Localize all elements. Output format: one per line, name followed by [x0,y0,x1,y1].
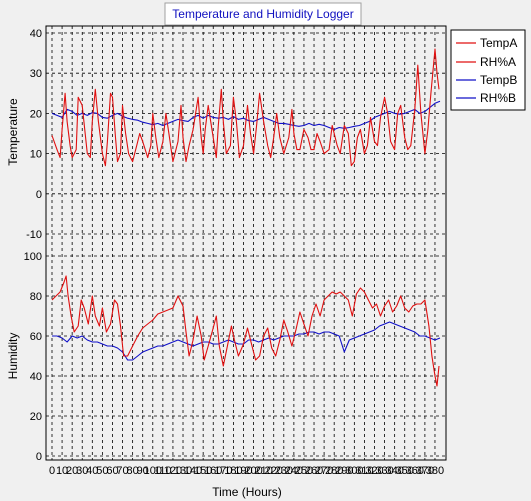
x-tick-label: 130 [174,465,192,477]
temperature-tick-label: 10 [30,149,42,161]
x-tick-label: 260 [305,465,323,477]
x-tick-label: 220 [265,465,283,477]
temperature-axis-label: Temperature [6,98,20,166]
temperature-tick-label: -10 [26,229,42,241]
x-tick-label: 80 [126,465,138,477]
humidity-tick-label: 20 [30,411,42,423]
series-line-rh-a [51,275,440,387]
x-tick-label: 380 [426,465,444,477]
x-tick-label: 0 [49,465,55,477]
series-line-temp-b [51,100,441,131]
grid-lines [46,26,446,460]
x-tick-label: 250 [295,465,313,477]
series-line-temp-a [51,48,440,167]
x-tick-label: 240 [285,465,303,477]
x-tick-label: 10 [56,465,68,477]
humidity-tick-label: 100 [24,251,42,263]
title-box [164,2,362,26]
x-tick-label: 180 [224,465,242,477]
legend-label-temp-b: TempB [480,73,517,87]
x-tick-label: 280 [325,465,343,477]
temperature-tick-label: 0 [36,189,42,201]
x-tick-label: 300 [345,465,363,477]
temperature-axis: -10 0 10 20 30 40 [26,28,42,241]
x-tick-label: 170 [214,465,232,477]
legend-label-rh-b: RH%B [480,91,516,105]
x-tick-label: 350 [396,465,414,477]
temperature-tick-label: 30 [30,68,42,80]
x-tick-label: 40 [86,465,98,477]
x-tick-label: 50 [96,465,108,477]
x-tick-label: 370 [416,465,434,477]
x-tick-label: 330 [375,465,393,477]
humidity-axis-label: Humidity [6,333,20,380]
x-tick-label: 340 [385,465,403,477]
x-tick-label: 140 [184,465,202,477]
legend: TempA RH%A TempB RH%B [450,29,526,111]
x-tick-label: 120 [164,465,182,477]
x-tick-label: 230 [275,465,293,477]
x-tick-label: 290 [335,465,353,477]
legend-label-rh-a: RH%A [480,55,516,69]
x-tick-label: 360 [406,465,424,477]
x-tick-label: 70 [116,465,128,477]
x-tick-label: 210 [254,465,272,477]
x-tick-label: 150 [194,465,212,477]
series-lines [51,48,441,387]
x-tick-label: 100 [144,465,162,477]
x-tick-label: 160 [204,465,222,477]
plot-background [45,25,447,461]
humidity-tick-label: 80 [30,291,42,303]
time-axis-label: Time (Hours) [212,485,282,499]
x-tick-label: 200 [244,465,262,477]
temperature-tick-label: 20 [30,108,42,120]
time-axis: 0 102030405060708090100110120130140150160… [49,465,444,477]
x-tick-label: 20 [66,465,78,477]
x-tick-label: 270 [315,465,333,477]
x-tick-label: 30 [76,465,88,477]
series-line-rh-b [52,321,441,361]
humidity-axis: 0 20 40 60 80 100 [24,251,42,463]
x-tick-label: 320 [365,465,383,477]
temperature-tick-label: 40 [30,28,42,40]
x-tick-label: 190 [234,465,252,477]
humidity-tick-label: 0 [36,451,42,463]
legend-label-temp-a: TempA [480,36,517,50]
x-tick-label: 90 [137,465,149,477]
humidity-tick-label: 40 [30,371,42,383]
chart-title: Temperature and Humidity Logger [172,7,353,21]
x-tick-label: 60 [106,465,118,477]
x-tick-label: 310 [355,465,373,477]
humidity-tick-label: 60 [30,331,42,343]
x-tick-label: 110 [154,465,172,477]
